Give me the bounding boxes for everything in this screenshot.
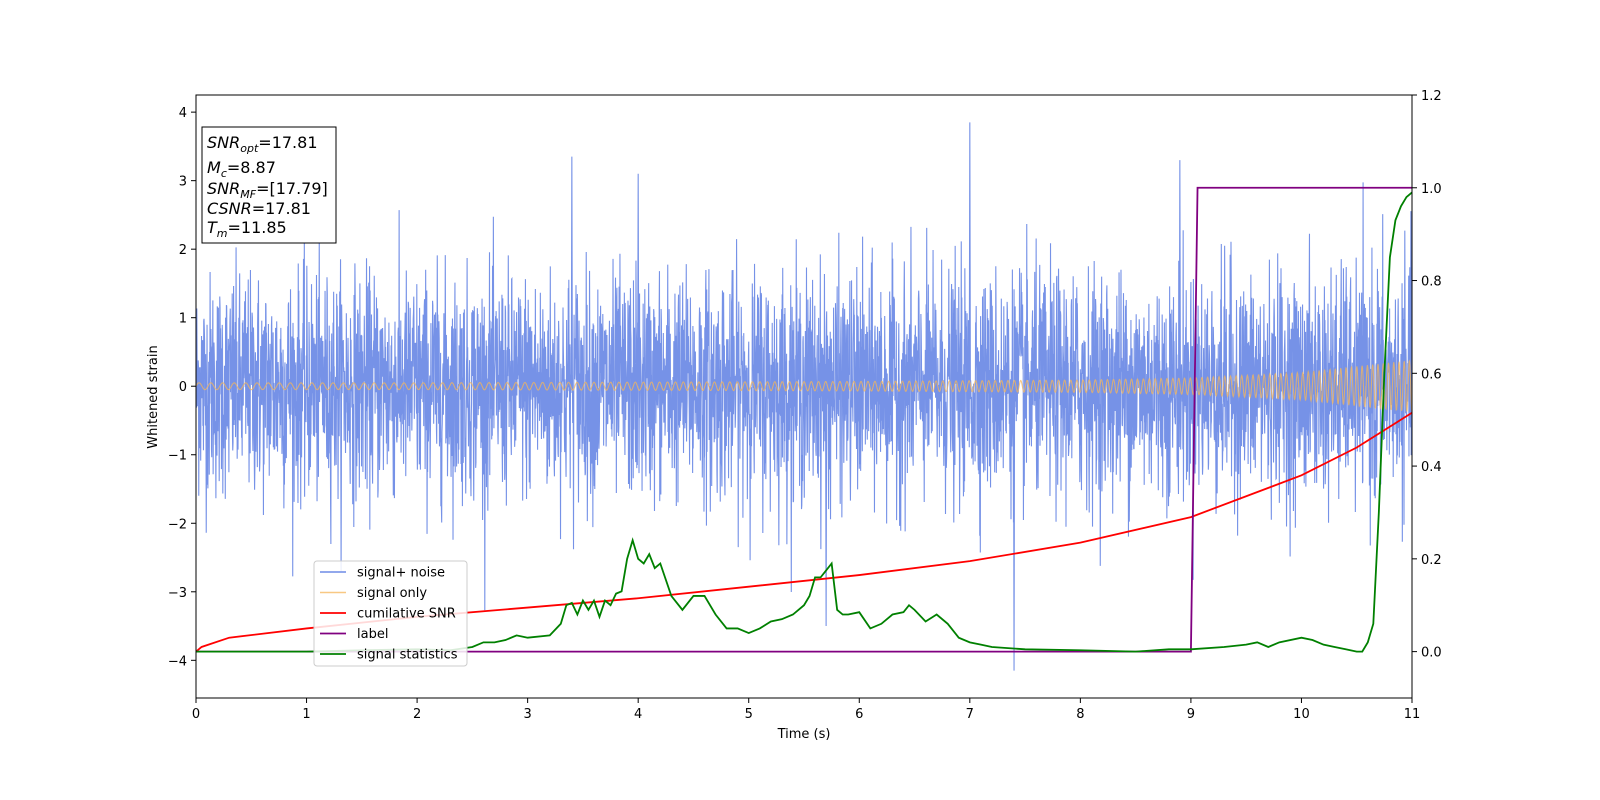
x-tick-label: 5: [745, 707, 753, 722]
x-tick-label: 11: [1404, 707, 1421, 722]
info-box-line: CSNR=17.81: [207, 199, 311, 218]
info-box-line: Mc=8.87: [207, 158, 276, 180]
info-box-line: Tm=11.85: [207, 218, 287, 240]
legend-signal-noise-label: signal+ noise: [357, 566, 445, 581]
info-box-frame: [201, 126, 337, 244]
y2-tick-label: 1.2: [1421, 89, 1442, 104]
y-tick-label: 1: [179, 312, 187, 327]
x-tick-label: 9: [1187, 707, 1195, 722]
y-tick-label: −4: [168, 654, 187, 669]
x-tick-label: 0: [192, 707, 200, 722]
y2-tick-label: 1.0: [1421, 182, 1442, 197]
x-tick-label: 4: [634, 707, 642, 722]
series-signal-only: [196, 359, 1412, 413]
legend-cumulative-snr-label: cumilative SNR: [357, 607, 456, 622]
y-tick-label: 3: [179, 175, 187, 190]
y-tick-label: 2: [179, 243, 187, 258]
x-tick-label: 3: [523, 707, 531, 722]
y-tick-label: −3: [168, 586, 187, 601]
y-tick-label: 0: [179, 380, 187, 395]
x-tick-label: 1: [302, 707, 310, 722]
info-box-line: SNRMF=[17.79]: [207, 179, 328, 201]
y2-tick-label: 0.0: [1421, 646, 1442, 661]
x-tick-label: 2: [413, 707, 421, 722]
x-axis-ticks: 0 1 2 3 4 5 6 7 8 9 10 11: [192, 698, 1420, 722]
series-layer: [196, 122, 1412, 671]
legend-label-label: label: [357, 627, 388, 642]
x-tick-label: 8: [1076, 707, 1084, 722]
x-tick-label: 6: [855, 707, 863, 722]
y2-tick-label: 0.6: [1421, 367, 1442, 382]
y-tick-label: −2: [168, 517, 187, 532]
y-tick-label: −1: [168, 449, 187, 464]
y2-axis-ticks: 0.0 0.2 0.4 0.6 0.8 1.0 1.2: [1412, 89, 1442, 661]
legend-frame: [313, 560, 468, 667]
y-axis-label: Whitened strain: [146, 345, 161, 448]
x-axis-label: Time (s): [777, 727, 831, 742]
y2-tick-label: 0.2: [1421, 553, 1442, 568]
legend: signal+ noise signal only cumilative SNR la…: [313, 560, 468, 667]
info-box: SNRopt=17.81 Mc=8.87SNRMF=[17.79]CSNR=17.…: [201, 126, 337, 244]
series-cumulative-snr: [196, 411, 1412, 653]
y-tick-label: 4: [179, 106, 187, 121]
series-signal-noise: [196, 122, 1412, 671]
legend-signal-only-label: signal only: [357, 586, 427, 601]
info-box-line: SNRopt=17.81: [207, 133, 318, 155]
y-axis-ticks: −4 −3 −2 −1 0 1 2 3 4: [168, 106, 196, 669]
y2-tick-label: 0.4: [1421, 460, 1442, 475]
series-signal-statistics: [196, 191, 1412, 653]
series-label: [196, 186, 1412, 653]
y2-tick-label: 0.8: [1421, 275, 1442, 290]
legend-signal-statistics-label: signal statistics: [357, 648, 458, 663]
x-tick-label: 7: [966, 707, 974, 722]
plot-frame: [195, 94, 1413, 699]
x-tick-label: 10: [1293, 707, 1310, 722]
